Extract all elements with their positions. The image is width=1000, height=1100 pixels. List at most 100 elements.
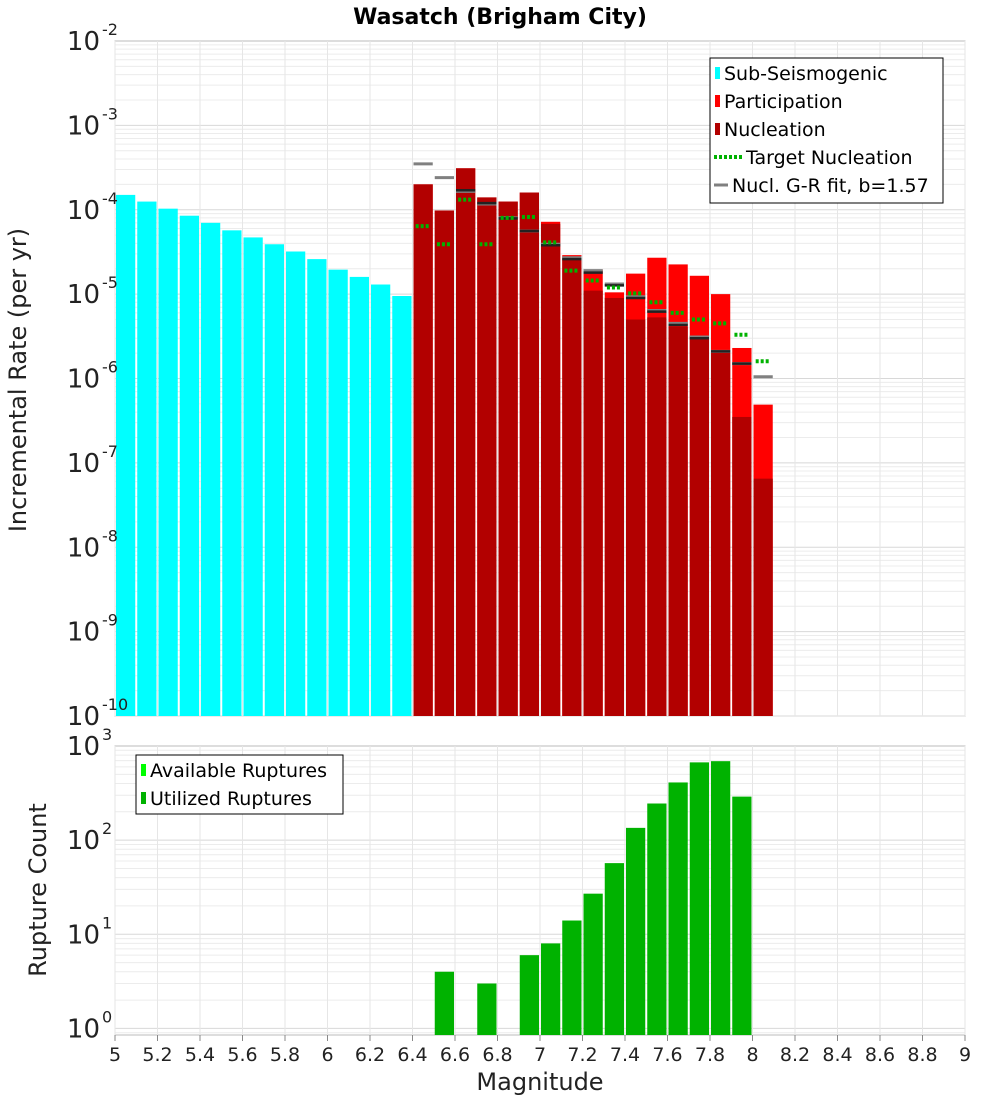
top-y-tick-base: 10: [67, 196, 100, 226]
bottom-y-tick-exponent: 1: [102, 913, 112, 932]
legend-utilized-ruptures-label: Utilized Ruptures: [150, 788, 312, 810]
sub-seismogenic-bar: [371, 284, 391, 716]
top-legend-box: [709, 57, 944, 204]
utilized-ruptures-bar: [519, 955, 539, 1035]
utilized-ruptures-bar: [647, 803, 667, 1035]
x-tick-label: 5.8: [270, 1044, 300, 1066]
legend-nucleation-swatch: [715, 123, 720, 135]
sub-seismogenic-bar: [307, 259, 327, 716]
top-y-tick-label: 10 -6: [67, 358, 118, 395]
nucleation-bar: [604, 297, 624, 716]
x-axis-label: Magnitude: [476, 1068, 603, 1096]
top-y-tick-exponent: -2: [102, 20, 118, 39]
bottom-y-tick-base: 10: [67, 732, 100, 762]
nucleation-bar: [541, 223, 561, 716]
sub-seismogenic-bar: [137, 201, 157, 716]
bottom-y-tick-label: 10 0: [67, 1007, 112, 1044]
nucleation-bar: [434, 210, 454, 716]
top-y-tick-exponent: -7: [102, 442, 118, 461]
bottom-x-ticks: 5 5.2 5.4 5.6 5.8 6 6.2 6.4 6.6 6.8 7 7.2 7.4 7.6 7.8 8…: [109, 1035, 971, 1066]
legend-available-ruptures-swatch: [141, 764, 146, 776]
x-tick-label: 8.6: [865, 1044, 895, 1066]
top-bars: [116, 168, 773, 717]
sub-seismogenic-bar: [349, 276, 369, 716]
nucleation-bar: [477, 197, 497, 717]
top-y-tick-label: 10 -8: [67, 526, 118, 563]
sub-seismogenic-bar: [328, 269, 348, 716]
x-tick-label: 7.4: [610, 1044, 640, 1066]
nucleation-bar: [689, 335, 709, 716]
x-tick-label: 7.6: [652, 1044, 682, 1066]
nucleation-bar: [456, 168, 476, 716]
top-y-tick-exponent: -3: [102, 104, 118, 123]
nucleation-bar: [732, 416, 752, 716]
bottom-y-tick-base: 10: [67, 920, 100, 950]
legend-gr-fit-label: Nucl. G-R fit, b=1.57: [732, 175, 929, 197]
top-y-tick-base: 10: [67, 449, 100, 479]
x-tick-label: 6.2: [355, 1044, 385, 1066]
x-tick-label: 5.4: [185, 1044, 215, 1066]
top-y-tick-base: 10: [67, 111, 100, 141]
top-y-tick-base: 10: [67, 365, 100, 395]
x-tick-label: 5: [109, 1044, 121, 1066]
utilized-ruptures-bar: [668, 782, 688, 1035]
sub-seismogenic-bar: [222, 230, 242, 716]
utilized-ruptures-bar: [477, 983, 497, 1035]
utilized-ruptures-bar: [583, 893, 603, 1035]
sub-seismogenic-bar: [286, 251, 306, 716]
x-tick-label: 7.2: [567, 1044, 597, 1066]
bottom-bars: [434, 761, 752, 1035]
x-tick-label: 6.8: [482, 1044, 512, 1066]
top-y-tick-base: 10: [67, 27, 100, 57]
x-tick-label: 6.6: [440, 1044, 470, 1066]
top-y-tick-base: 10: [67, 702, 100, 732]
bottom-y-tick-label: 10 1: [67, 913, 112, 950]
top-legend: Sub-Seismogenic Participation Nucleation…: [709, 57, 944, 204]
nucleation-bar: [562, 259, 582, 716]
sub-seismogenic-bar: [243, 237, 263, 716]
nucleation-bar: [668, 326, 688, 716]
bottom-y-tick-exponent: 2: [102, 819, 112, 838]
nucleation-bar: [413, 184, 433, 717]
legend-sub-seismogenic-swatch: [715, 67, 720, 79]
top-fit-marks: [413, 162, 773, 379]
x-tick-label: 7: [534, 1044, 546, 1066]
utilized-ruptures-bar: [562, 920, 582, 1035]
bottom-y-axis-label: Rupture Count: [24, 803, 52, 977]
top-y-tick-exponent: -5: [102, 273, 118, 292]
nucleation-bar: [519, 192, 539, 717]
x-tick-label: 6.4: [397, 1044, 427, 1066]
x-tick-label: 8.2: [780, 1044, 810, 1066]
bottom-gridlines: [114, 746, 966, 1035]
legend-participation-swatch: [715, 95, 720, 107]
top-y-tick-base: 10: [67, 280, 100, 310]
x-tick-label: 9: [959, 1044, 971, 1066]
top-y-tick-label: 10 -5: [67, 273, 118, 310]
x-tick-label: 8.8: [907, 1044, 937, 1066]
bottom-y-tick-base: 10: [67, 826, 100, 856]
x-tick-label: 5.2: [142, 1044, 172, 1066]
sub-seismogenic-bar: [201, 222, 221, 716]
bottom-y-tick-base: 10: [67, 1014, 100, 1044]
nucleation-bar: [583, 290, 603, 716]
utilized-ruptures-bar: [626, 827, 646, 1035]
top-y-tick-exponent: -10: [102, 695, 128, 714]
sub-seismogenic-bar: [116, 194, 136, 716]
utilized-ruptures-bar: [541, 943, 561, 1035]
top-y-tick-label: 10 -7: [67, 442, 118, 479]
utilized-ruptures-bar: [732, 796, 752, 1035]
top-y-tick-label: 10 -3: [67, 104, 118, 141]
x-tick-label: 8: [746, 1044, 758, 1066]
legend-target-nucleation-label: Target Nucleation: [745, 147, 913, 169]
top-y-tick-label: 10 -9: [67, 611, 118, 648]
utilized-ruptures-bar: [434, 971, 454, 1035]
x-tick-label: 6: [321, 1044, 333, 1066]
top-y-tick-exponent: -4: [102, 189, 118, 208]
top-y-tick-exponent: -8: [102, 526, 118, 545]
sub-seismogenic-bar: [392, 296, 412, 716]
top-y-tick-exponent: -6: [102, 358, 118, 377]
sub-seismogenic-bar: [158, 208, 178, 716]
top-y-tick-label: 10 -10: [67, 695, 128, 732]
x-tick-label: 7.8: [695, 1044, 725, 1066]
